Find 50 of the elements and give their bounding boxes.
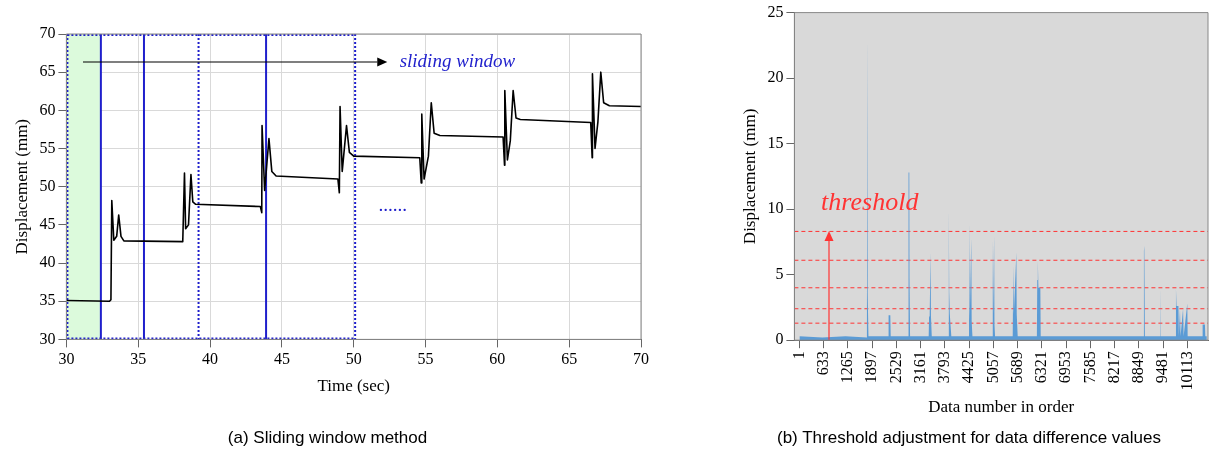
x-tick-label: 1 [789, 351, 807, 360]
y-tick-label: 30 [39, 329, 56, 347]
x-tick-label: 6321 [1032, 351, 1050, 384]
x-tick-label: 6953 [1056, 351, 1074, 384]
x-tick-label: 5689 [1007, 351, 1025, 384]
x-tick-label: 70 [633, 350, 649, 368]
x-tick-label: 3793 [935, 351, 953, 384]
y-tick-label: 5 [775, 264, 784, 282]
x-tick-label: 4425 [959, 351, 977, 384]
x-tick-label: 1897 [862, 351, 880, 384]
x-axis-title: Data number in order [928, 397, 1075, 417]
y-tick-label: 55 [39, 138, 56, 156]
x-tick-label: 8849 [1129, 351, 1147, 384]
annotation: sliding window [399, 50, 516, 72]
x-tick-label: 60 [489, 350, 506, 368]
annotation: threshold [821, 187, 920, 217]
y-tick-label: 35 [39, 291, 56, 309]
x-tick-label: 35 [130, 350, 147, 368]
y-tick-label: 15 [767, 133, 784, 151]
y-tick-label: 70 [39, 24, 56, 42]
x-tick-label: 45 [273, 350, 290, 368]
y-tick-label: 60 [39, 100, 56, 118]
x-tick-label: 30 [58, 350, 75, 368]
text: (b) Threshold adjustment for data difference values [776, 428, 1162, 448]
x-tick-label: 3161 [910, 351, 928, 384]
y-axis-title: Displacement (mm) [11, 118, 31, 255]
x-tick-label: 2529 [886, 351, 904, 384]
x-tick-label: 40 [202, 350, 219, 368]
x-tick-label: 633 [813, 351, 831, 376]
x-tick-label: 5057 [983, 351, 1001, 384]
y-tick-label: 20 [767, 68, 784, 86]
y-tick-label: 40 [39, 253, 56, 271]
x-tick-label: 55 [417, 350, 434, 368]
annotation: ...... [378, 194, 408, 216]
x-tick-label: 8217 [1104, 351, 1122, 384]
x-tick-label: 65 [561, 350, 578, 368]
y-axis-title: Displacement (mm) [739, 108, 759, 245]
x-tick-label: 50 [345, 350, 362, 368]
y-tick-label: 10 [767, 199, 784, 217]
y-tick-label: 25 [767, 2, 784, 20]
text: (a) Sliding window method [226, 428, 429, 448]
x-tick-label: 10113 [1177, 351, 1195, 391]
x-tick-label: 9481 [1153, 351, 1171, 384]
y-tick-label: 0 [775, 330, 784, 348]
x-tick-label: 1265 [838, 351, 856, 384]
x-tick-label: 7585 [1080, 351, 1098, 384]
y-tick-label: 50 [39, 176, 56, 194]
x-axis-title: Time (sec) [317, 376, 390, 396]
y-tick-label: 65 [39, 62, 56, 80]
y-tick-label: 45 [39, 215, 56, 233]
